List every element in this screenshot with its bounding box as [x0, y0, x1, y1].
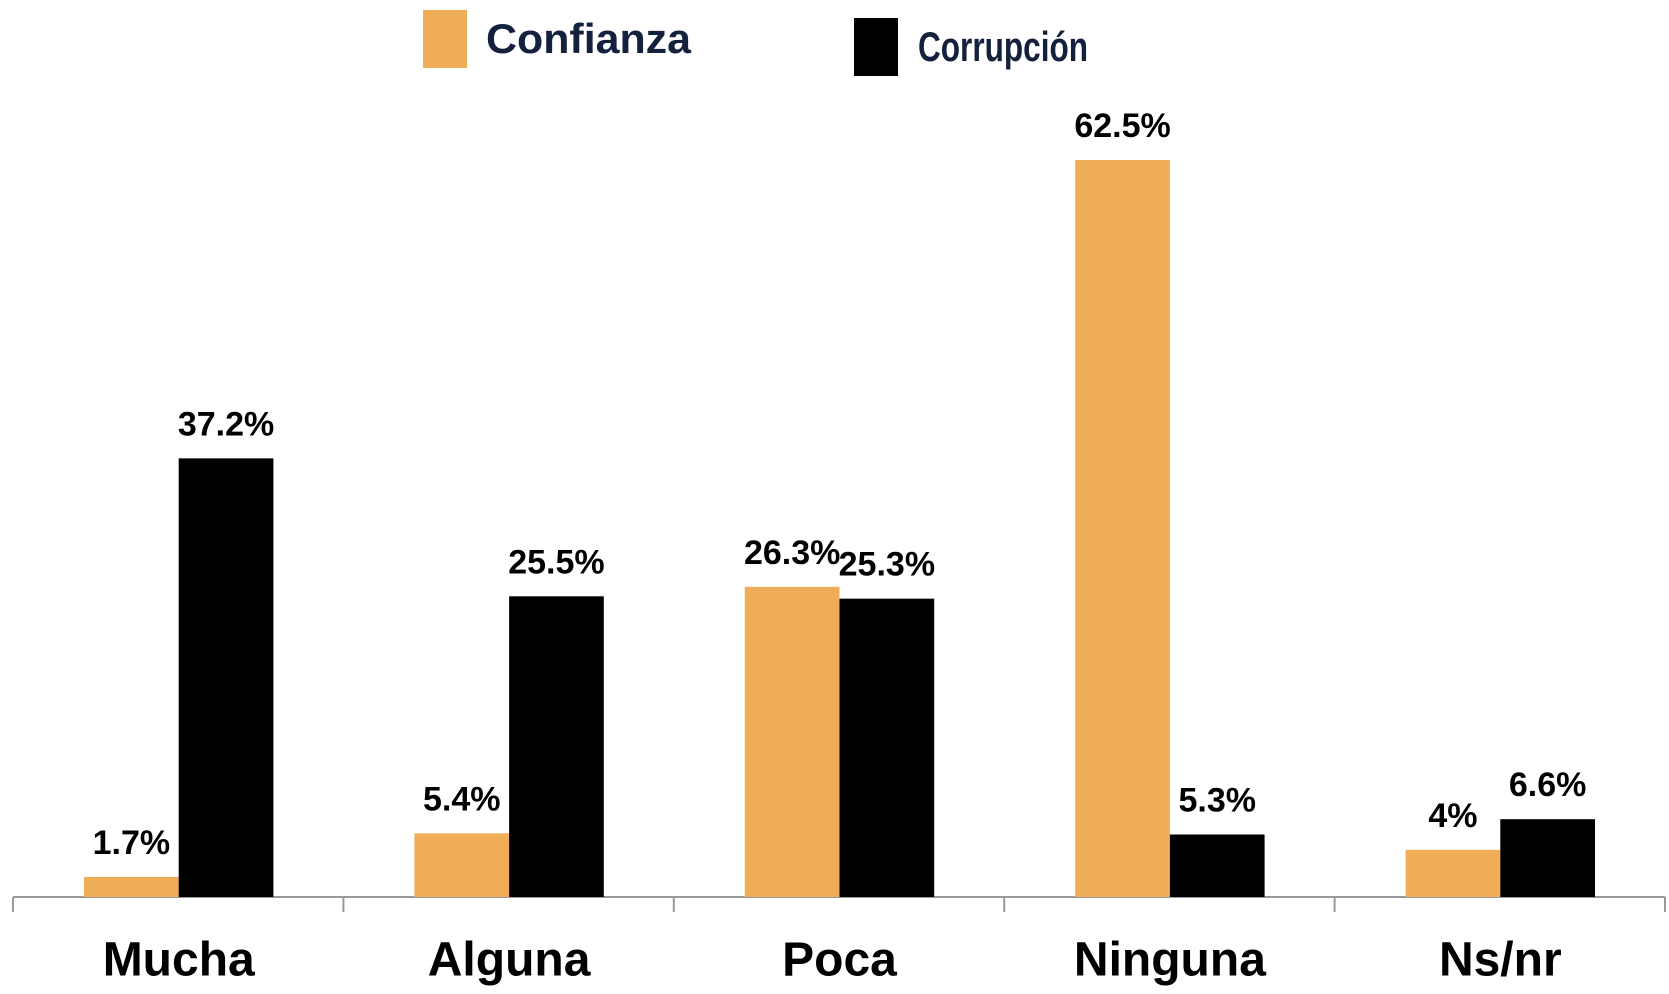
bar	[1169, 834, 1265, 897]
bar	[1500, 819, 1595, 897]
bar	[84, 876, 179, 897]
bar	[414, 833, 510, 897]
value-label: 26.3%	[744, 534, 840, 572]
legend-label: Corrupción	[918, 23, 1088, 70]
legend-swatch	[854, 18, 898, 76]
bar	[1405, 849, 1501, 897]
x-tick-label: Ninguna	[1074, 934, 1266, 987]
value-label: 4%	[1428, 797, 1477, 835]
bar	[839, 598, 935, 897]
value-label: 25.3%	[839, 546, 935, 584]
x-tick-label: Ns/nr	[1439, 934, 1562, 987]
legend-label: Confianza	[486, 15, 692, 62]
value-label: 6.6%	[1509, 766, 1587, 804]
x-tick-label: Poca	[782, 934, 897, 987]
x-tick-label: Alguna	[428, 934, 591, 987]
value-label: 1.7%	[93, 824, 171, 862]
value-label: 37.2%	[178, 405, 274, 443]
bar	[744, 586, 840, 897]
value-label: 5.4%	[423, 780, 501, 818]
value-label: 25.5%	[508, 543, 604, 581]
value-label: 62.5%	[1074, 107, 1170, 145]
bar	[1075, 160, 1170, 897]
legend-swatch	[423, 10, 467, 68]
x-tick-label: Mucha	[103, 934, 255, 987]
bar	[509, 596, 604, 897]
value-label: 5.3%	[1179, 781, 1257, 819]
bar	[178, 458, 274, 897]
